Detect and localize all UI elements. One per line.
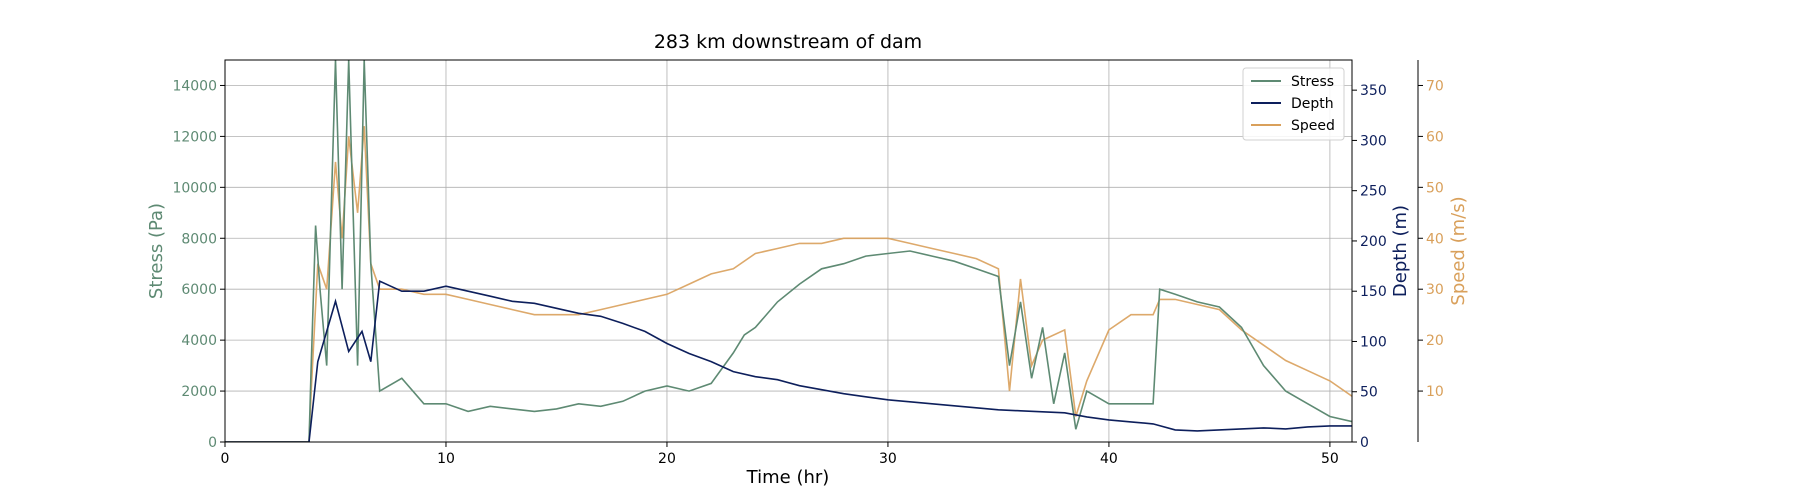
y-tick-label-depth: 200 [1360, 234, 1387, 250]
y-tick-label-speed: 70 [1426, 78, 1444, 94]
y-tick-label-speed: 60 [1426, 129, 1444, 145]
series-layer [225, 60, 1352, 442]
y-axis-depth: 0 50 100 150 200 250 300 350 [1352, 83, 1387, 451]
y-axis-stress: 0 2000 4000 6000 8000 10000 12000 14000 [172, 78, 225, 451]
y-tick-label-stress: 2000 [181, 384, 217, 400]
y-tick-label-stress: 12000 [172, 129, 217, 145]
y-axis-label-speed: Speed (m/s) [1448, 196, 1469, 305]
y-axis-speed: 10 20 30 40 50 60 70 [1417, 60, 1444, 442]
legend-box [1242, 67, 1345, 141]
x-axis-label: Time (hr) [746, 467, 830, 488]
series-line-stress [225, 60, 1352, 442]
x-tick-label: 10 [437, 451, 455, 467]
series-line-depth [225, 280, 1352, 442]
y-tick-label-stress: 6000 [181, 282, 217, 298]
y-tick-label-depth: 250 [1360, 184, 1387, 200]
x-tick-label: 20 [658, 451, 676, 467]
x-tick-label: 0 [221, 451, 230, 467]
y-tick-label-stress: 14000 [172, 78, 217, 94]
x-tick-label: 30 [879, 451, 897, 467]
y-tick-label-stress: 10000 [172, 180, 217, 196]
x-tick-label: 40 [1100, 451, 1118, 467]
y-tick-label-speed: 50 [1426, 180, 1444, 196]
y-tick-label-stress: 4000 [181, 333, 217, 349]
legend: Stress Depth Speed [1242, 67, 1345, 141]
y-tick-label-stress: 0 [208, 435, 217, 451]
y-tick-label-depth: 0 [1360, 435, 1369, 451]
y-tick-label-depth: 100 [1360, 334, 1387, 350]
grid [224, 60, 1352, 443]
legend-label-speed: Speed [1291, 118, 1335, 134]
series-line-speed [225, 126, 1352, 442]
x-tick-label: 50 [1321, 451, 1339, 467]
y-axis-label-stress: Stress (Pa) [146, 203, 167, 299]
y-tick-label-stress: 8000 [181, 231, 217, 247]
y-tick-label-depth: 350 [1360, 83, 1387, 99]
x-axis: 0 10 20 30 40 50 [221, 442, 1339, 467]
y-tick-label-depth: 50 [1360, 385, 1378, 401]
y-axis-label-depth: Depth (m) [1390, 205, 1411, 297]
legend-label-depth: Depth [1291, 96, 1334, 112]
y-tick-label-speed: 20 [1426, 333, 1444, 349]
y-tick-label-speed: 10 [1426, 384, 1444, 400]
y-tick-label-depth: 150 [1360, 284, 1387, 300]
chart-title: 283 km downstream of dam [654, 31, 922, 53]
y-tick-label-speed: 40 [1426, 231, 1444, 247]
y-tick-label-speed: 30 [1426, 282, 1444, 298]
legend-label-stress: Stress [1291, 74, 1334, 90]
plot-frame [224, 59, 1353, 443]
y-tick-label-depth: 300 [1360, 133, 1387, 149]
